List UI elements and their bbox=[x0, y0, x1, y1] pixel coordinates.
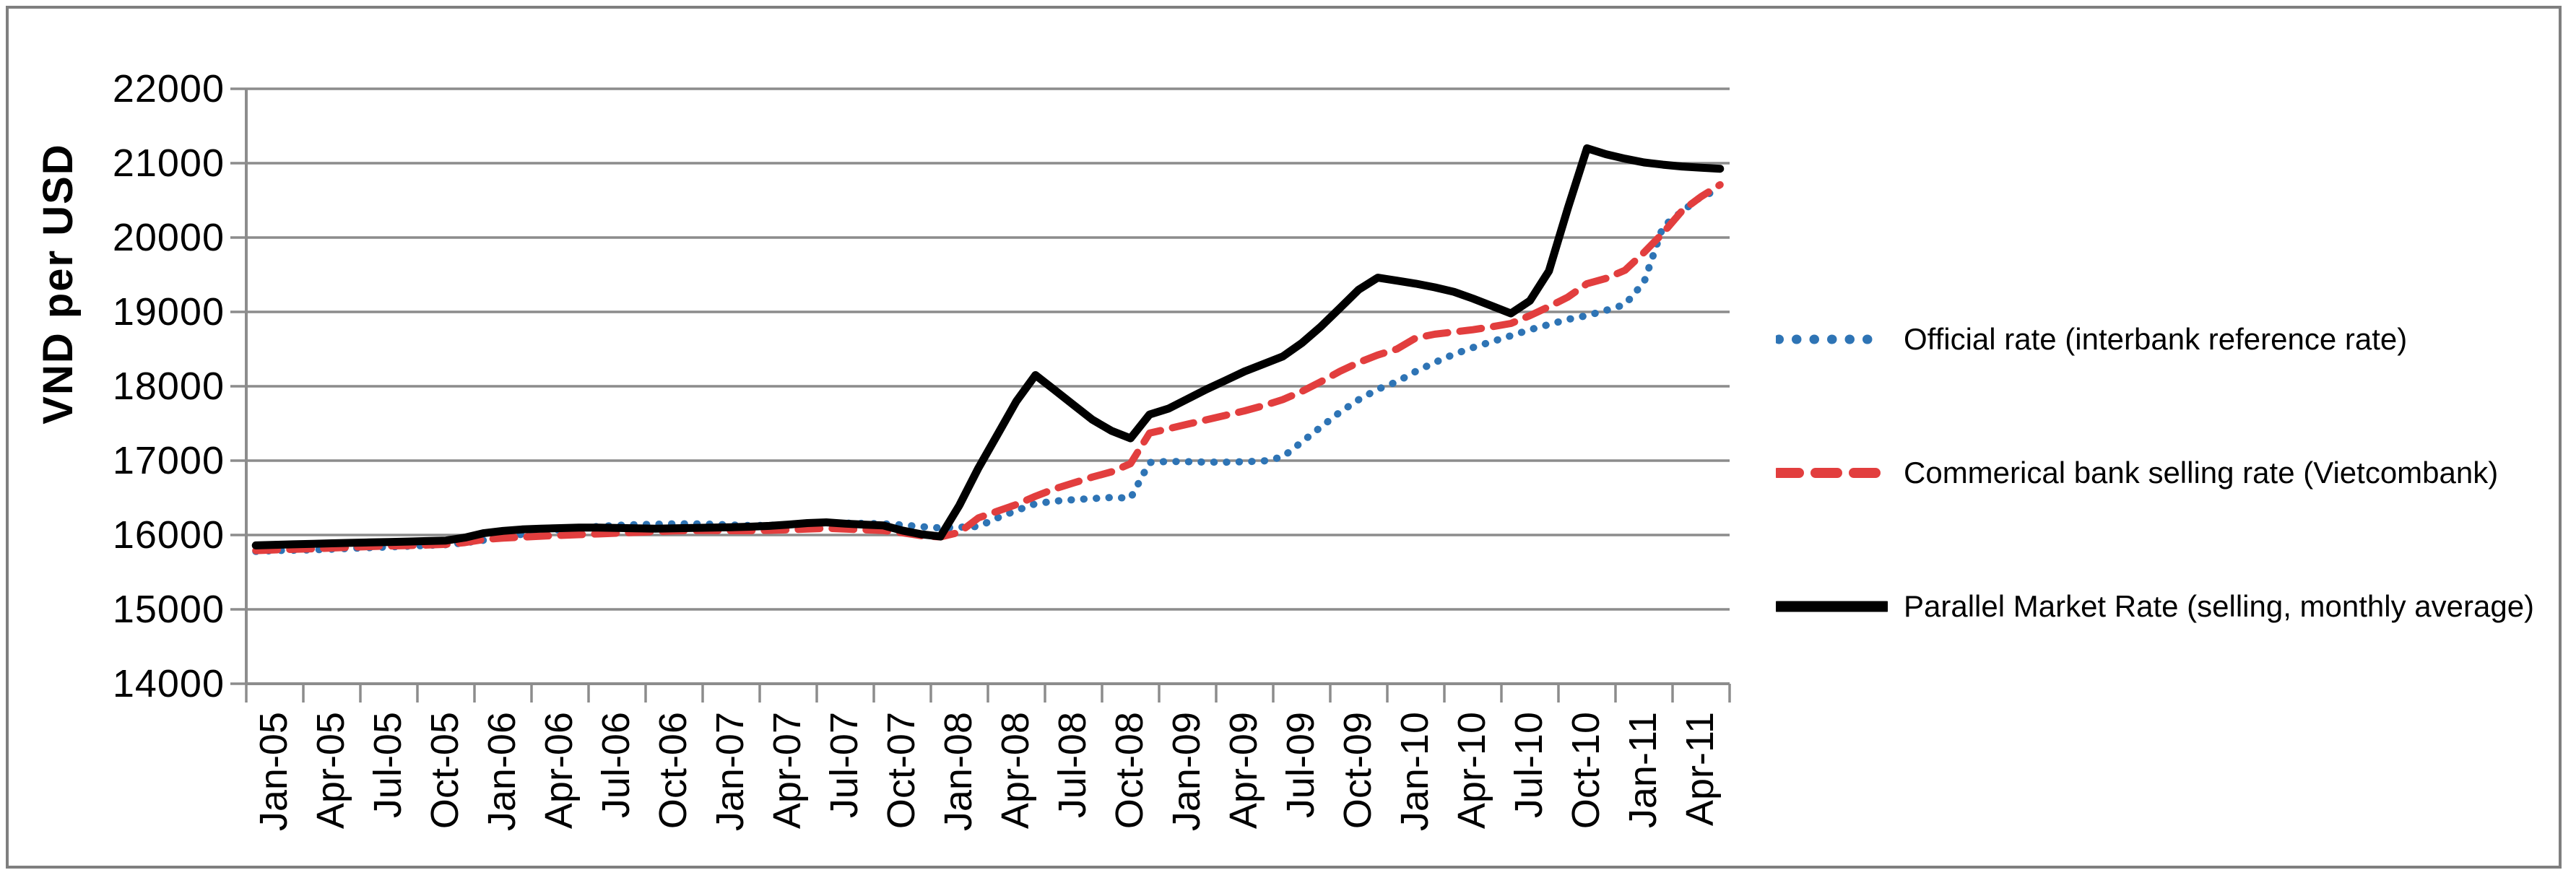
y-tick-label: 21000 bbox=[112, 142, 225, 185]
legend-item-official: Official rate (interbank reference rate) bbox=[1776, 310, 2407, 368]
gridlines bbox=[246, 87, 1730, 685]
y-tick-label: 19000 bbox=[112, 290, 225, 334]
legend-item-parallel: Parallel Market Rate (selling, monthly a… bbox=[1776, 578, 2534, 635]
dashed-line-sample-icon bbox=[1776, 468, 1888, 478]
chart-frame bbox=[6, 6, 2562, 869]
legend-label-parallel: Parallel Market Rate (selling, monthly a… bbox=[1904, 589, 2535, 623]
y-tick-label: 22000 bbox=[112, 67, 225, 110]
axis-lines bbox=[245, 89, 1730, 685]
series-line-dashed bbox=[252, 180, 1724, 554]
solid-line-sample-icon bbox=[1776, 601, 1888, 612]
series-line-dotted bbox=[252, 186, 1724, 555]
y-tick-label: 15000 bbox=[112, 588, 225, 631]
dotted-line-sample-icon bbox=[1776, 334, 1888, 344]
data-series-lines bbox=[251, 144, 1725, 555]
legend-label-official: Official rate (interbank reference rate) bbox=[1904, 322, 2408, 356]
y-tick-label: 20000 bbox=[112, 216, 225, 259]
y-tick-label: 14000 bbox=[112, 662, 225, 705]
series-line-solid bbox=[251, 144, 1725, 549]
axis-ticks bbox=[230, 87, 1731, 703]
y-tick-label: 18000 bbox=[112, 365, 225, 408]
y-tick-label: 16000 bbox=[112, 513, 225, 557]
legend-item-commercial: Commerical bank selling rate (Vietcomban… bbox=[1776, 444, 2498, 502]
legend-label-commercial: Commerical bank selling rate (Vietcomban… bbox=[1904, 456, 2499, 490]
y-tick-label: 17000 bbox=[112, 439, 225, 482]
